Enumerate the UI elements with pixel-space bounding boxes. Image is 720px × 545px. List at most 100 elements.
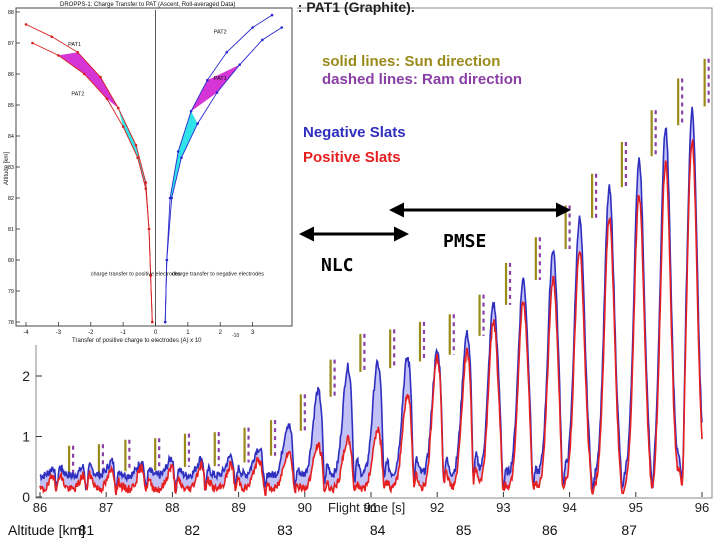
inset-point-3-7 <box>261 38 264 42</box>
x-tick-label-94: 94 <box>562 500 576 515</box>
y-tick-label-0: 0 <box>22 489 30 505</box>
x-tick-label-88: 88 <box>165 500 179 515</box>
inset-point-0-1 <box>50 35 54 39</box>
inset-annotations: PAT1 PAT2 PAT2 PAT1 charge transfer to posit… <box>68 30 264 278</box>
inset-background <box>0 0 297 345</box>
altitude-tick-83: 83 <box>277 522 293 538</box>
x-tick-label-86: 86 <box>33 500 47 515</box>
inset-xlabel-exponent: -10 <box>232 333 239 339</box>
inset-annotation-1: PAT2 <box>71 92 84 98</box>
inset-negative-magenta-band <box>191 64 240 112</box>
x-tick-label-96: 96 <box>695 500 709 515</box>
altitude-tick-labels: 81 82 83 84 85 86 87 <box>79 522 638 538</box>
inset-y-tick-label-78: 78 <box>8 320 14 326</box>
inset-point-1-8 <box>149 274 152 277</box>
inset-x-tick-label--3: -3 <box>56 330 62 336</box>
inset-point-3-3 <box>180 156 183 159</box>
inset-y-tick-label-86: 86 <box>8 72 14 78</box>
inset-point-3-4 <box>196 122 199 125</box>
inset-point-0-4 <box>116 106 120 110</box>
inset-y-tick-label-87: 87 <box>8 41 14 47</box>
inset-point-2-5 <box>206 78 209 82</box>
inset-annotation-0: PAT1 <box>68 42 81 48</box>
inset-positive-magenta-band <box>58 52 119 109</box>
inset-positive-cyan-band <box>118 108 146 189</box>
altitude-tick-86: 86 <box>542 522 558 538</box>
altitude-tick-87: 87 <box>621 522 637 538</box>
inset-point-3-1 <box>165 258 169 262</box>
altitude-tick-85: 85 <box>456 522 472 538</box>
inset-point-3-0 <box>163 320 167 324</box>
inset-series-lines <box>24 13 284 324</box>
y-tick-label-1: 1 <box>22 429 30 445</box>
inset-point-2-7 <box>251 26 254 29</box>
inset-x-tick-label--2: -2 <box>88 330 94 336</box>
x-tick-label-89: 89 <box>231 500 245 515</box>
inset-point-3-6 <box>238 63 241 66</box>
flight-time-label: Flight time [s] <box>328 500 405 515</box>
series-lines <box>39 106 703 497</box>
inset-y-tick-label-88: 88 <box>8 10 14 16</box>
inset-point-2-3 <box>176 150 180 153</box>
inset-point-0-3 <box>99 75 102 79</box>
y-tick-label-2: 2 <box>22 368 30 384</box>
x-tick-label-95: 95 <box>629 500 643 515</box>
inset-line-1 <box>32 42 153 323</box>
altitude-tick-82: 82 <box>184 522 200 538</box>
inset-x-tick-label--1: -1 <box>120 330 126 336</box>
inset-y-tick-label-81: 81 <box>8 227 14 233</box>
inset-annotation-4: charge transfer to positive electrodes <box>91 272 181 278</box>
inset-point-1-3 <box>105 97 109 101</box>
inset-y-tick-label-82: 82 <box>8 196 14 202</box>
inset-title: DROPPS-1: Charge Transfer to PAT (Ascent… <box>60 2 235 8</box>
inset-ylabel: Altitude [km] <box>4 152 10 185</box>
inset-xlabel: Transfer of positive charge to electrode… <box>72 338 202 344</box>
inset-x-tick-label-1: 1 <box>186 330 190 336</box>
inset-point-1-4 <box>121 125 125 128</box>
inset-annotation-5: charge transfer to negative electrodes <box>172 272 265 278</box>
legend-negative-slats: Negative Slats <box>303 124 406 141</box>
altitude-tick-81: 81 <box>79 522 95 538</box>
main-axes: 86 87 88 89 90 91 92 93 94 95 96 0 1 2 <box>22 368 709 515</box>
inset-point-0-5 <box>134 144 138 147</box>
inset-x-tick-label-3: 3 <box>251 330 255 336</box>
inset-y-tick-label-85: 85 <box>8 103 14 109</box>
inset-point-3-5 <box>215 91 219 94</box>
inset-y-tick-label-83: 83 <box>8 165 14 171</box>
nlc-label-bg <box>318 253 370 275</box>
direction-markers <box>68 58 710 476</box>
inset-band-fills <box>58 52 240 198</box>
inset-point-0-6 <box>144 181 148 184</box>
inset-point-1-0 <box>31 41 34 45</box>
inset-point-1-7 <box>147 227 151 231</box>
inset-annotation-3: PAT1 <box>214 76 227 82</box>
inset-point-3-8 <box>280 26 284 29</box>
x-tick-label-93: 93 <box>496 500 510 515</box>
legend-positive-slats: Positive Slats <box>303 149 401 166</box>
inset-point-1-5 <box>136 156 139 159</box>
inset-annotation-2: PAT2 <box>214 30 227 36</box>
x-tick-label-87: 87 <box>99 500 113 515</box>
inset-x-tick-label-0: 0 <box>154 330 158 336</box>
inset-x-tick-label-2: 2 <box>219 330 223 336</box>
legend-ram-direction: dashed lines: Ram direction <box>322 71 522 88</box>
inset-point-1-1 <box>57 54 60 57</box>
altitude-axis-label: Altitude [km] <box>8 522 85 538</box>
inset-point-3-2 <box>170 196 173 200</box>
altitude-tick-84: 84 <box>370 522 386 538</box>
inset-point-1-6 <box>144 187 148 190</box>
inset-point-2-6 <box>225 51 229 54</box>
x-tick-label-90: 90 <box>298 500 312 515</box>
series-legend: Negative Slats Positive Slats <box>303 124 406 166</box>
inset-negative-cyan-band <box>170 111 198 198</box>
inset-point-1-9 <box>150 320 154 324</box>
inset-x-tick-label--4: -4 <box>23 330 29 336</box>
pmse-label-bg <box>440 229 512 251</box>
x-tick-label-92: 92 <box>430 500 444 515</box>
nlc-label: NLC <box>321 255 354 276</box>
inset-y-tick-label-79: 79 <box>8 289 14 295</box>
inset-point-2-8 <box>270 13 274 17</box>
